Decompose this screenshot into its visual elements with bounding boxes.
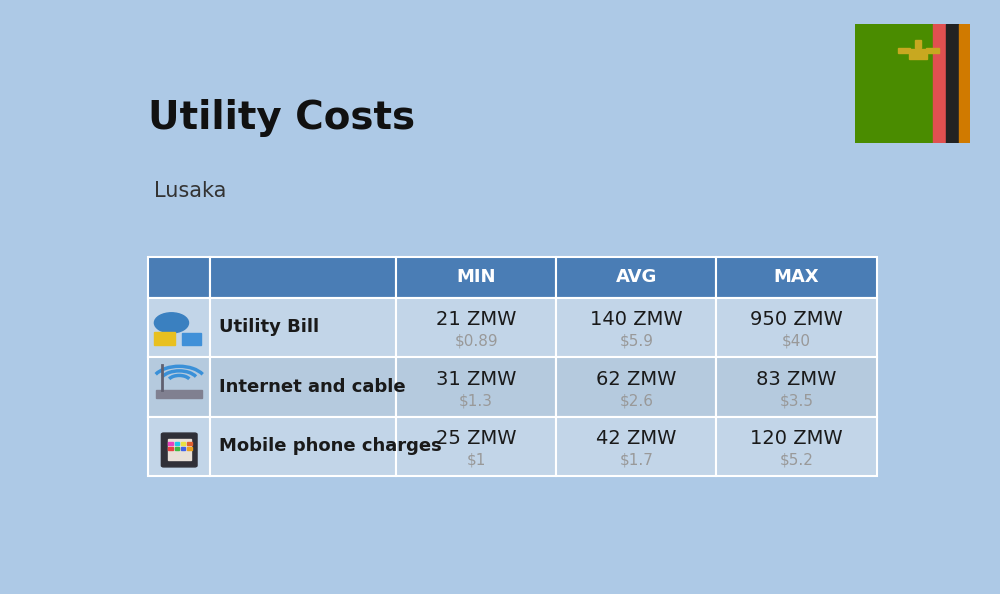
Text: 120 ZMW: 120 ZMW bbox=[750, 429, 843, 448]
Bar bbox=[181, 442, 185, 446]
Bar bbox=[556, 357, 716, 416]
Text: $1.3: $1.3 bbox=[459, 393, 493, 408]
Text: Internet and cable: Internet and cable bbox=[219, 378, 406, 396]
Bar bbox=[909, 49, 927, 59]
Text: $5.9: $5.9 bbox=[619, 334, 653, 349]
Bar bbox=[898, 48, 910, 53]
Bar bbox=[926, 48, 939, 53]
Bar bbox=[156, 390, 202, 399]
Bar bbox=[716, 257, 877, 298]
Text: $1: $1 bbox=[466, 453, 486, 467]
Text: 62 ZMW: 62 ZMW bbox=[596, 369, 677, 388]
Text: Lusaka: Lusaka bbox=[154, 181, 227, 201]
Text: $40: $40 bbox=[782, 334, 811, 349]
Text: 25 ZMW: 25 ZMW bbox=[436, 429, 516, 448]
Text: AVG: AVG bbox=[616, 268, 657, 286]
Bar bbox=[187, 442, 192, 446]
Text: 140 ZMW: 140 ZMW bbox=[590, 310, 683, 329]
Bar bbox=[148, 416, 210, 476]
Bar bbox=[154, 332, 175, 345]
Bar bbox=[168, 442, 173, 446]
Text: 950 ZMW: 950 ZMW bbox=[750, 310, 843, 329]
Bar bbox=[556, 416, 716, 476]
Text: 83 ZMW: 83 ZMW bbox=[756, 369, 837, 388]
Text: 31 ZMW: 31 ZMW bbox=[436, 369, 516, 388]
Text: $0.89: $0.89 bbox=[454, 334, 498, 349]
Text: $5.2: $5.2 bbox=[780, 453, 814, 467]
Text: MAX: MAX bbox=[774, 268, 819, 286]
Bar bbox=[716, 416, 877, 476]
Bar bbox=[716, 357, 877, 416]
Bar bbox=[148, 298, 210, 357]
Bar bbox=[396, 357, 556, 416]
Text: MIN: MIN bbox=[456, 268, 496, 286]
Text: $2.6: $2.6 bbox=[619, 393, 653, 408]
Bar bbox=[556, 257, 716, 298]
Bar bbox=[915, 40, 921, 48]
Bar bbox=[946, 24, 958, 143]
Bar bbox=[210, 416, 396, 476]
Text: 21 ZMW: 21 ZMW bbox=[436, 310, 516, 329]
Bar bbox=[168, 440, 191, 460]
Bar bbox=[556, 298, 716, 357]
Bar bbox=[933, 24, 946, 143]
Text: Utility Bill: Utility Bill bbox=[219, 318, 320, 336]
Bar bbox=[210, 357, 396, 416]
Bar bbox=[148, 257, 210, 298]
Bar bbox=[182, 333, 201, 345]
Text: Mobile phone charges: Mobile phone charges bbox=[219, 437, 442, 456]
Bar bbox=[175, 442, 179, 446]
Bar bbox=[168, 447, 173, 450]
Bar bbox=[210, 298, 396, 357]
Bar bbox=[396, 416, 556, 476]
FancyBboxPatch shape bbox=[161, 433, 197, 467]
Bar bbox=[187, 447, 192, 450]
Bar bbox=[148, 357, 210, 416]
Bar bbox=[396, 257, 556, 298]
Bar bbox=[175, 447, 179, 450]
Text: Utility Costs: Utility Costs bbox=[148, 99, 415, 137]
Bar bbox=[210, 257, 396, 298]
Bar bbox=[396, 298, 556, 357]
Text: $3.5: $3.5 bbox=[780, 393, 814, 408]
Bar bbox=[958, 24, 970, 143]
Text: $1.7: $1.7 bbox=[619, 453, 653, 467]
Text: 42 ZMW: 42 ZMW bbox=[596, 429, 677, 448]
Bar bbox=[716, 298, 877, 357]
Bar bbox=[181, 447, 185, 450]
Circle shape bbox=[154, 313, 189, 333]
